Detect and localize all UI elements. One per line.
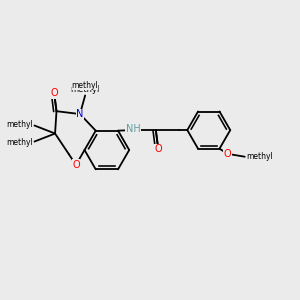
Text: methyl: methyl xyxy=(6,120,33,129)
Text: N: N xyxy=(76,109,84,119)
Text: methyl: methyl xyxy=(6,138,33,147)
Text: O: O xyxy=(50,88,58,98)
Text: methyl: methyl xyxy=(246,152,273,161)
Text: NH: NH xyxy=(126,124,140,134)
Text: O: O xyxy=(154,144,162,154)
Text: methyl: methyl xyxy=(72,81,98,90)
Text: methyl: methyl xyxy=(70,85,100,94)
Text: O: O xyxy=(72,160,80,170)
Text: O: O xyxy=(224,149,231,159)
